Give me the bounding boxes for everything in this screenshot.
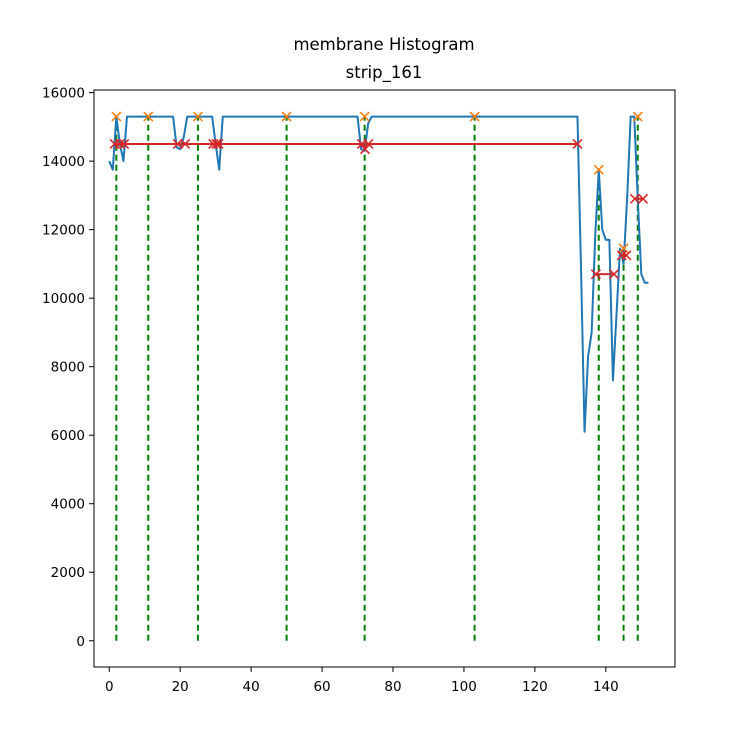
- y-tick-label: 2000: [51, 565, 85, 581]
- chart-title-line-2: strip_161: [346, 63, 423, 83]
- boundary-marker: [616, 250, 627, 261]
- boundary-marker: [114, 138, 125, 150]
- peak-marker: [469, 111, 480, 122]
- boundary-marker: [180, 138, 191, 150]
- x-tick-label: 140: [593, 679, 619, 695]
- peak-marker: [192, 111, 203, 122]
- y-tick-label: 8000: [51, 360, 85, 376]
- y-tick-label: 6000: [51, 428, 85, 444]
- peak-marker: [281, 111, 292, 122]
- boundary-marker: [172, 138, 183, 150]
- boundary-marker: [359, 144, 371, 155]
- boundary-marker: [363, 138, 374, 150]
- peak-marker: [593, 164, 604, 175]
- boundary-marker: [608, 269, 620, 280]
- y-tick-label: 14000: [42, 154, 85, 170]
- plot-frame: [93, 89, 676, 668]
- boundary-marker: [621, 250, 632, 261]
- boundary-marker: [119, 138, 130, 150]
- boundary-marker: [213, 138, 224, 150]
- boundary-marker: [629, 193, 640, 204]
- boundary-marker: [590, 269, 601, 280]
- x-tick-label: 0: [105, 679, 114, 695]
- axes: 0 20 40 60 80 100 120 140 0 2000 4000 6000 8000 10000…: [42, 86, 619, 695]
- chart-title-line-1: membrane Histogram: [293, 35, 474, 54]
- plot-area: [108, 111, 649, 641]
- x-tick-label: 80: [384, 679, 401, 695]
- boundary-marker: [572, 138, 583, 150]
- profile-line: [108, 115, 649, 433]
- y-tick-label: 10000: [42, 291, 85, 307]
- x-tick-label: 20: [172, 679, 189, 695]
- peak-marker: [632, 111, 643, 122]
- y-tick-label: 4000: [51, 497, 85, 513]
- peak-marker: [359, 111, 370, 122]
- y-tick-label: 12000: [42, 223, 85, 239]
- x-tick-label: 100: [451, 679, 477, 695]
- y-tick-label: 0: [76, 634, 85, 650]
- peak-marker: [111, 111, 122, 122]
- y-tick-label: 16000: [42, 86, 85, 102]
- x-tick-label: 60: [313, 679, 330, 695]
- boundary-marker: [211, 138, 222, 150]
- x-tick-label: 120: [522, 679, 548, 695]
- peak-marker: [143, 111, 154, 122]
- x-tick-label: 40: [243, 679, 260, 695]
- boundary-marker: [638, 193, 649, 204]
